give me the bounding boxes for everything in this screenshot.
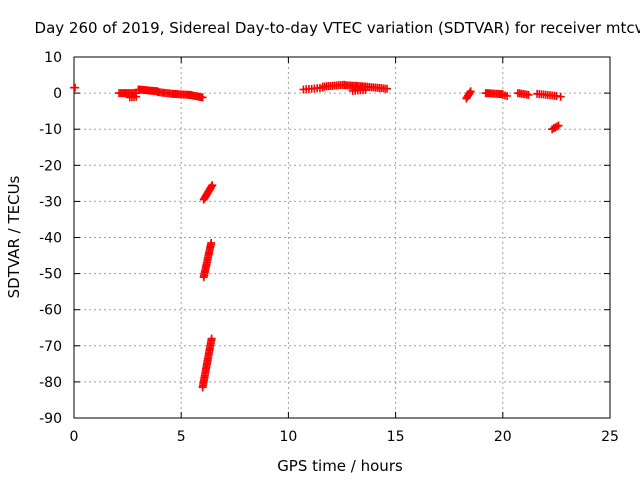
y-tick-label: -70	[39, 339, 62, 355]
data-point	[503, 91, 512, 100]
data-point	[198, 93, 207, 102]
data-point	[465, 88, 474, 97]
data-point	[524, 90, 533, 99]
x-tick-labels: 0 5 10 15 20 25	[70, 429, 619, 445]
data-point	[556, 92, 565, 101]
y-tick-label: 0	[53, 86, 62, 102]
grid-lines	[74, 57, 610, 418]
data-point	[466, 87, 475, 96]
data-point	[132, 92, 141, 101]
y-tick-label: -40	[39, 231, 62, 247]
axis-ticks	[73, 56, 611, 419]
y-axis-label: SDTVAR / TECUs	[5, 175, 23, 298]
y-tick-label: -30	[39, 194, 62, 210]
x-axis-label: GPS time / hours	[277, 457, 403, 475]
chart-title: Day 260 of 2019, Sidereal Day-to-day VTE…	[35, 19, 640, 37]
data-points	[70, 80, 565, 392]
y-tick-label: -80	[39, 375, 62, 391]
x-tick-label: 25	[601, 429, 619, 445]
data-point	[71, 83, 80, 92]
data-point	[552, 122, 561, 131]
y-tick-label: -20	[39, 158, 62, 174]
data-point	[207, 334, 216, 343]
x-tick-label: 10	[279, 429, 297, 445]
x-tick-label: 5	[177, 429, 186, 445]
x-tick-label: 15	[387, 429, 405, 445]
x-tick-label: 0	[70, 429, 79, 445]
data-point	[208, 181, 217, 190]
y-tick-label: -50	[39, 267, 62, 283]
y-tick-label: -10	[39, 122, 62, 138]
data-point	[554, 121, 563, 130]
data-point	[207, 238, 216, 247]
y-tick-label: -60	[39, 303, 62, 319]
y-tick-labels: 10 0 -10 -20 -30 -40 -50 -60 -70 -80 -90	[39, 50, 62, 427]
data-point	[383, 84, 392, 93]
x-tick-label: 20	[494, 429, 512, 445]
y-tick-label: -90	[39, 411, 62, 427]
y-tick-label: 10	[44, 50, 62, 66]
